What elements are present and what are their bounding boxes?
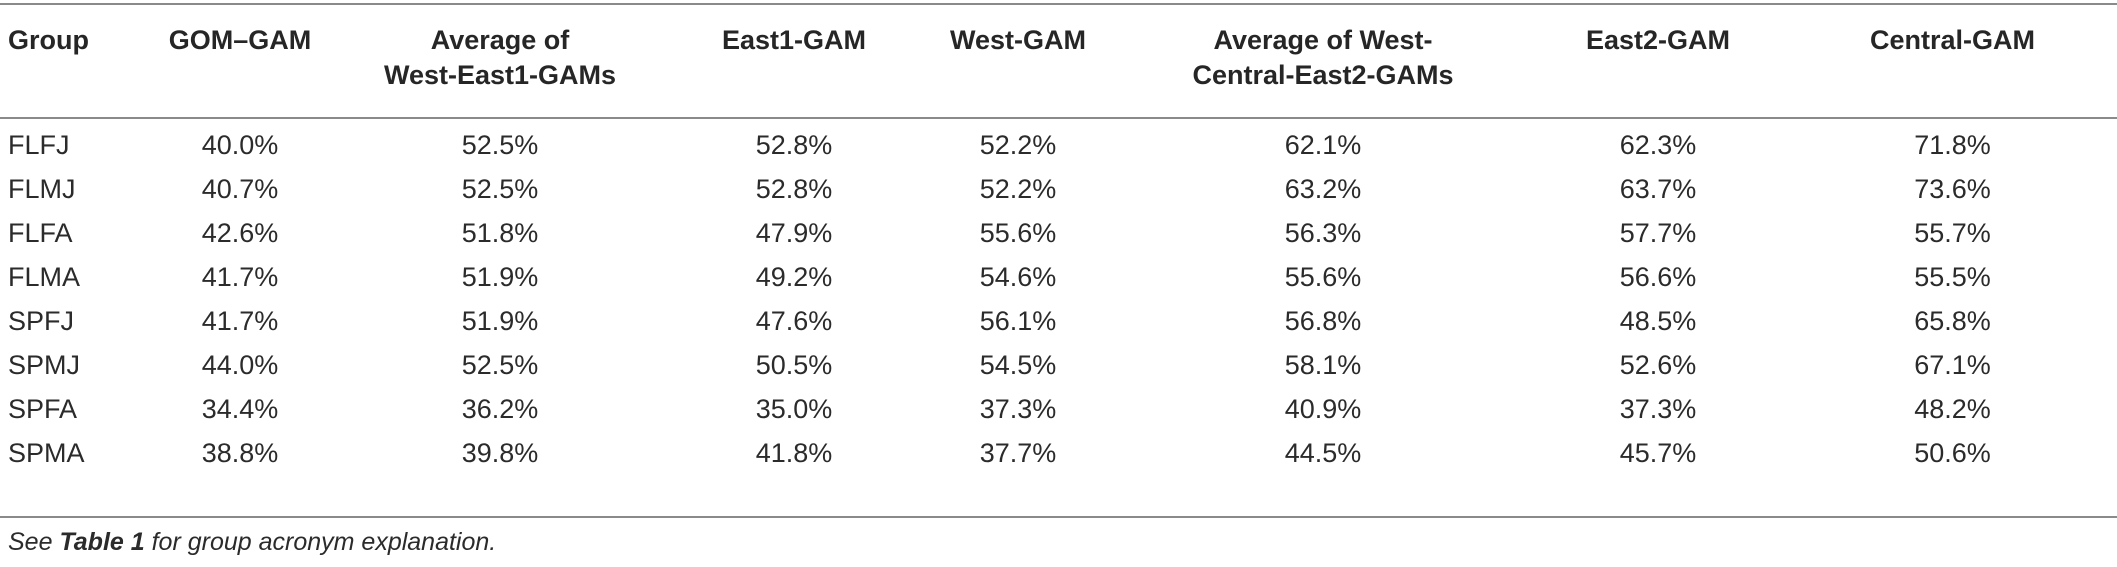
cell-group: SPMJ — [8, 350, 81, 380]
header-average-west-central-east2-line2: Central-East2-GAMs — [1192, 60, 1454, 90]
cell-east2-gam: 57.7% — [1619, 218, 1697, 248]
cell-group: SPMA — [8, 438, 85, 468]
header-central-gam: Central-GAM — [1869, 25, 2035, 55]
table-header: Group GOM–GAM Average of West-East1-GAMs… — [0, 5, 2117, 117]
header-average-west-east1-line1: Average of — [430, 25, 570, 55]
cell-central-gam: 50.6% — [1914, 438, 1991, 468]
cell-average-west-central-east2: 56.8% — [1284, 306, 1362, 336]
cell-west-gam: 52.2% — [979, 130, 1057, 160]
table-row: SPFA 34.4% 36.2% 35.0% 37.3% 40.9% 37.3% 48.2% — [0, 387, 2117, 431]
cell-east1-gam: 49.2% — [755, 262, 833, 292]
cell-central-gam: 55.7% — [1914, 218, 1991, 248]
cell-central-gam: 71.8% — [1914, 130, 1991, 160]
cell-east2-gam: 56.6% — [1619, 262, 1697, 292]
table-row: SPFJ 41.7% 51.9% 47.6% 56.1% 56.8% 48.5% 65.8% — [0, 299, 2117, 343]
cell-west-gam: 55.6% — [979, 218, 1057, 248]
cell-average-west-central-east2: 55.6% — [1284, 262, 1362, 292]
cell-east1-gam: 52.8% — [755, 130, 833, 160]
cell-east1-gam: 47.9% — [755, 218, 833, 248]
table-header-rule — [0, 117, 2117, 119]
cell-central-gam: 73.6% — [1914, 174, 1991, 204]
header-row: Group GOM–GAM Average of West-East1-GAMs… — [0, 5, 2117, 117]
header-average-west-east1: Average of West-East1-GAMs — [330, 5, 670, 117]
cell-gom-gam: 40.0% — [201, 130, 279, 160]
cell-east1-gam: 52.8% — [755, 174, 833, 204]
cell-group: FLFJ — [8, 130, 70, 160]
cell-central-gam: 55.5% — [1914, 262, 1991, 292]
table-row: FLMA 41.7% 51.9% 49.2% 54.6% 55.6% 56.6% 55.5% — [0, 255, 2117, 299]
cell-gom-gam: 42.6% — [201, 218, 279, 248]
table-row: FLFJ 40.0% 52.5% 52.8% 52.2% 62.1% 62.3% 71.8% — [0, 117, 2117, 167]
table-top-rule — [0, 3, 2117, 5]
cell-west-gam: 37.7% — [979, 438, 1057, 468]
cell-east2-gam: 52.6% — [1619, 350, 1697, 380]
cell-central-gam: 65.8% — [1914, 306, 1991, 336]
cell-east2-gam: 45.7% — [1619, 438, 1697, 468]
data-table: Group GOM–GAM Average of West-East1-GAMs… — [0, 5, 2117, 475]
table-bottom-rule — [0, 516, 2117, 518]
cell-gom-gam: 41.7% — [201, 262, 279, 292]
table-row: FLFA 42.6% 51.8% 47.9% 55.6% 56.3% 57.7% 55.7% — [0, 211, 2117, 255]
cell-group: SPFA — [8, 394, 78, 424]
cell-west-gam: 37.3% — [979, 394, 1057, 424]
cell-gom-gam: 38.8% — [201, 438, 279, 468]
cell-average-west-central-east2: 62.1% — [1284, 130, 1362, 160]
table-row: FLMJ 40.7% 52.5% 52.8% 52.2% 63.2% 63.7% 73.6% — [0, 167, 2117, 211]
cell-average-west-central-east2: 58.1% — [1284, 350, 1362, 380]
cell-average-west-east1: 52.5% — [461, 350, 539, 380]
cell-average-west-east1: 39.8% — [461, 438, 539, 468]
cell-average-west-east1: 52.5% — [461, 174, 539, 204]
cell-average-west-east1: 36.2% — [461, 394, 539, 424]
cell-west-gam: 56.1% — [979, 306, 1057, 336]
table-body: FLFJ 40.0% 52.5% 52.8% 52.2% 62.1% 62.3% 71.8% F… — [0, 117, 2117, 475]
header-average-west-central-east2-line1: Average of West- — [1213, 25, 1433, 55]
cell-west-gam: 54.5% — [979, 350, 1057, 380]
header-gom-gam: GOM–GAM — [168, 25, 312, 55]
cell-gom-gam: 44.0% — [201, 350, 279, 380]
cell-average-west-central-east2: 56.3% — [1284, 218, 1362, 248]
cell-east1-gam: 47.6% — [755, 306, 833, 336]
cell-central-gam: 48.2% — [1914, 394, 1991, 424]
cell-west-gam: 54.6% — [979, 262, 1057, 292]
cell-gom-gam: 41.7% — [201, 306, 279, 336]
cell-average-west-east1: 51.8% — [461, 218, 539, 248]
cell-average-west-east1: 51.9% — [461, 262, 539, 292]
header-average-west-east1-line2: West-East1-GAMs — [383, 60, 617, 90]
cell-east2-gam: 37.3% — [1619, 394, 1697, 424]
cell-group: FLMJ — [8, 174, 76, 204]
cell-average-west-east1: 51.9% — [461, 306, 539, 336]
header-west-gam: West-GAM — [949, 25, 1086, 55]
table-row: SPMJ 44.0% 52.5% 50.5% 54.5% 58.1% 52.6% 67.1% — [0, 343, 2117, 387]
table-footnote: See Table 1 for group acronym explanatio… — [8, 528, 496, 557]
table-row: SPMA 38.8% 39.8% 41.8% 37.7% 44.5% 45.7% 50.6% — [0, 431, 2117, 475]
header-east1-gam: East1-GAM — [721, 25, 867, 55]
cell-average-west-central-east2: 63.2% — [1284, 174, 1362, 204]
cell-average-west-east1: 52.5% — [461, 130, 539, 160]
cell-east2-gam: 63.7% — [1619, 174, 1697, 204]
cell-west-gam: 52.2% — [979, 174, 1057, 204]
cell-group: FLFA — [8, 218, 73, 248]
cell-east1-gam: 50.5% — [755, 350, 833, 380]
header-group: Group — [8, 25, 89, 55]
cell-group: SPFJ — [8, 306, 75, 336]
cell-central-gam: 67.1% — [1914, 350, 1991, 380]
cell-east1-gam: 41.8% — [755, 438, 833, 468]
footnote-table-reference: Table 1 — [59, 528, 145, 556]
cell-average-west-central-east2: 44.5% — [1284, 438, 1362, 468]
cell-gom-gam: 40.7% — [201, 174, 279, 204]
header-average-west-central-east2: Average of West- Central-East2-GAMs — [1118, 5, 1528, 117]
cell-east1-gam: 35.0% — [755, 394, 833, 424]
footnote-suffix: for group acronym explanation. — [144, 528, 497, 556]
cell-average-west-central-east2: 40.9% — [1284, 394, 1362, 424]
cell-east2-gam: 62.3% — [1619, 130, 1697, 160]
cell-east2-gam: 48.5% — [1619, 306, 1697, 336]
cell-gom-gam: 34.4% — [201, 394, 279, 424]
cell-group: FLMA — [8, 262, 81, 292]
footnote-prefix: See — [8, 528, 60, 556]
header-east2-gam: East2-GAM — [1585, 25, 1731, 55]
